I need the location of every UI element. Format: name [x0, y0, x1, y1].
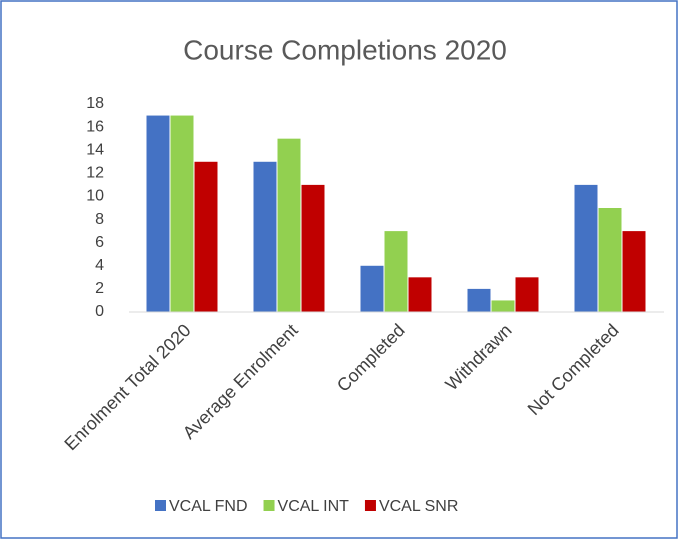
bar — [622, 231, 646, 312]
legend-label: VCAL INT — [278, 498, 350, 515]
bar — [491, 300, 515, 312]
y-tick-label: 12 — [86, 165, 104, 182]
y-tick-label: 16 — [86, 118, 104, 135]
y-tick-label: 14 — [86, 141, 104, 158]
bar — [384, 231, 408, 312]
bar — [408, 277, 432, 312]
y-tick-label: 6 — [95, 234, 104, 251]
legend-swatch — [364, 500, 376, 511]
bar — [194, 161, 218, 312]
bar — [467, 288, 491, 312]
bar — [360, 265, 384, 312]
y-tick-label: 18 — [86, 95, 104, 112]
bar — [598, 208, 622, 312]
legend-label: VCAL SNR — [379, 498, 458, 515]
y-tick-label: 10 — [86, 188, 104, 205]
legend-label: VCAL FND — [169, 498, 248, 515]
y-tick-label: 4 — [95, 257, 104, 274]
bar — [170, 115, 194, 312]
y-tick-label: 0 — [95, 303, 104, 320]
legend-swatch — [155, 500, 166, 511]
y-tick-label: 2 — [95, 280, 104, 297]
bar — [301, 184, 325, 312]
bar — [574, 184, 598, 312]
bar — [146, 115, 170, 312]
bar — [277, 138, 301, 312]
y-tick-label: 8 — [95, 211, 104, 228]
chart-title: Course Completions 2020 — [183, 34, 507, 65]
bar — [515, 277, 539, 312]
bar — [253, 161, 277, 312]
legend-swatch — [263, 500, 275, 511]
